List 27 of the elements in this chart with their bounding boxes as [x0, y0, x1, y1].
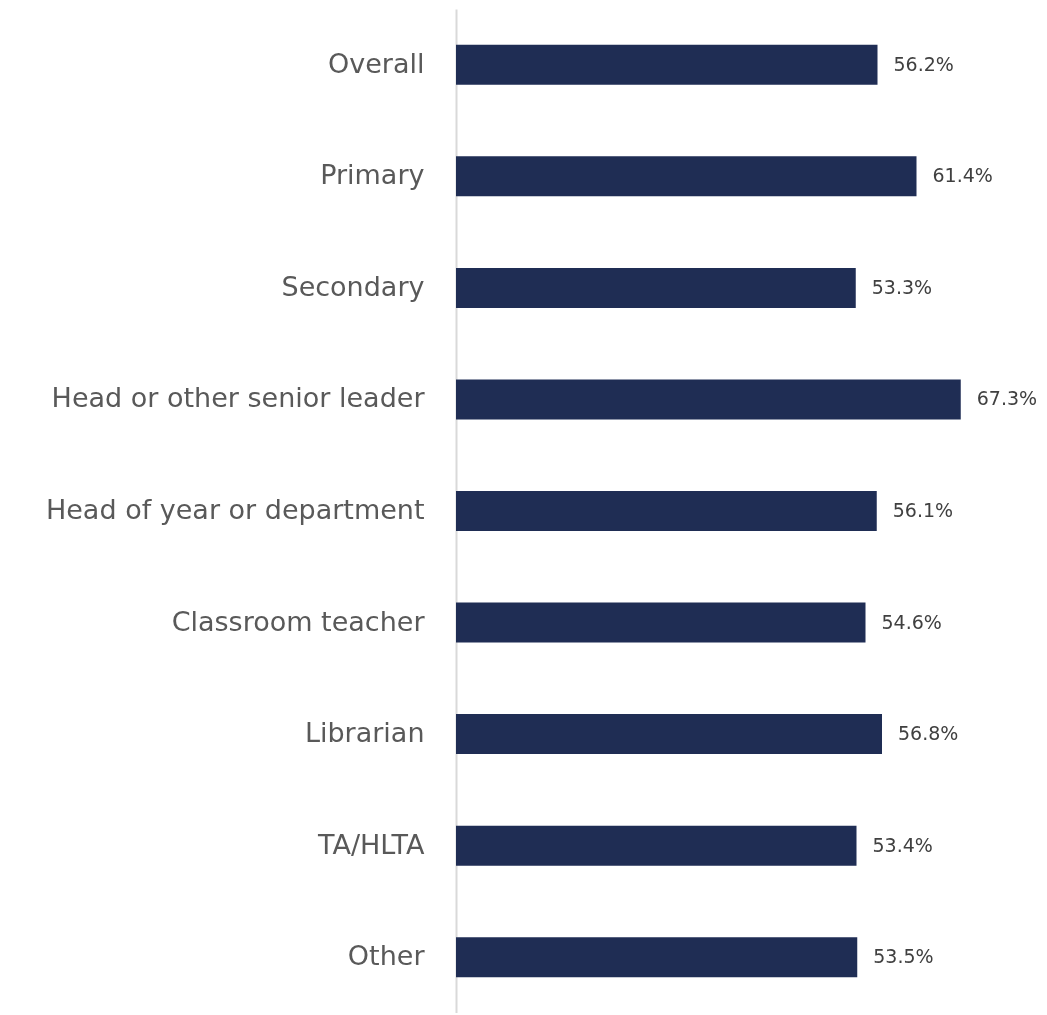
data-label: 53.4% [872, 833, 933, 856]
bar [456, 156, 917, 197]
data-label: 56.1% [892, 499, 954, 521]
bar [456, 267, 856, 308]
y-tick-label: Head of year or department [45, 494, 425, 525]
y-tick-label: Librarian [304, 717, 425, 749]
y-tick-label: Secondary [281, 270, 425, 302]
y-tick-label: Other [347, 940, 426, 972]
bar [456, 937, 858, 978]
data-label: 54.6% [881, 610, 942, 633]
y-tick-label: Primary [320, 159, 425, 191]
bar [456, 714, 882, 755]
bar [456, 379, 961, 420]
data-label: 53.5% [873, 945, 934, 968]
data-label: 67.3% [976, 387, 1038, 410]
y-tick-label: Classroom teacher [171, 605, 426, 637]
data-label: 53.3% [871, 275, 933, 298]
data-label: 56.2% [893, 52, 954, 75]
bar [456, 491, 877, 531]
data-label: 56.8% [898, 722, 959, 745]
y-tick-label: Head or other senior leader [51, 382, 426, 414]
y-tick-label: Overall [328, 47, 425, 79]
bar [456, 602, 866, 643]
bar [456, 825, 857, 866]
y-tick-label: TA/HLTA [317, 828, 426, 860]
data-label: 61.4% [932, 164, 993, 187]
bar [456, 44, 878, 85]
